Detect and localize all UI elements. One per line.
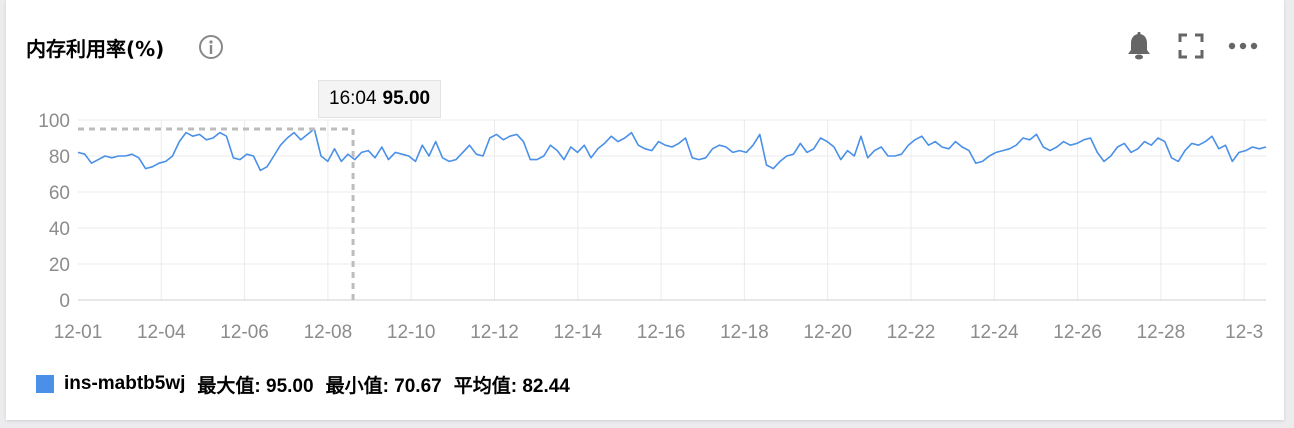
- x-tick-label: 12-3: [1225, 322, 1263, 343]
- x-tick-label: 12-01: [54, 322, 103, 343]
- y-tick-label: 80: [49, 147, 70, 168]
- x-tick-label: 12-04: [137, 322, 186, 343]
- chart-legend: ins-mabtb5wj 最大值: 95.00 最小值: 70.67 平均值: …: [36, 370, 582, 398]
- x-tick-label: 12-22: [887, 322, 936, 343]
- x-tick-label: 12-28: [1137, 322, 1186, 343]
- chart-card: 内存利用率(%) 0 20 40 60 80 1: [6, 0, 1284, 420]
- x-tick-label: 12-06: [220, 322, 269, 343]
- chart-title: 内存利用率(%): [26, 37, 165, 61]
- x-tick-label: 12-18: [720, 322, 769, 343]
- tooltip-time: 16:04: [329, 88, 377, 109]
- line-chart[interactable]: 0 20 40 60 80 100 12-01 12-04 12-06 12-08 12-10 12-…: [6, 0, 1284, 360]
- legend-series-name[interactable]: ins-mabtb5wj: [64, 373, 186, 394]
- x-tick-label: 12-20: [803, 322, 852, 343]
- legend-max: 最大值: 95.00: [197, 375, 314, 397]
- chart-tooltip: 16:04 95.00: [318, 80, 442, 118]
- bell-icon[interactable]: [1122, 30, 1156, 62]
- x-tick-label: 12-24: [970, 322, 1019, 343]
- more-icon[interactable]: [1226, 30, 1260, 62]
- x-tick-label: 12-26: [1053, 322, 1102, 343]
- y-tick-label: 20: [49, 255, 70, 276]
- y-tick-label: 100: [38, 111, 70, 132]
- x-tick-label: 12-14: [553, 322, 602, 343]
- legend-avg: 平均值: 82.44: [453, 375, 570, 397]
- series-line[interactable]: [77, 128, 1267, 172]
- y-tick-label: 0: [59, 291, 70, 312]
- tooltip-value: 95.00: [382, 88, 431, 109]
- y-tick-label: 40: [49, 219, 70, 240]
- chart-toolbar: [1122, 30, 1260, 62]
- legend-min: 最小值: 70.67: [325, 375, 442, 397]
- x-tick-label: 12-10: [387, 322, 436, 343]
- info-icon[interactable]: [198, 34, 224, 60]
- legend-swatch[interactable]: [36, 375, 54, 393]
- y-tick-label: 60: [49, 183, 70, 204]
- fullscreen-icon[interactable]: [1174, 30, 1208, 62]
- x-tick-label: 12-12: [470, 322, 519, 343]
- x-tick-label: 12-16: [637, 322, 686, 343]
- x-tick-label: 12-08: [304, 322, 353, 343]
